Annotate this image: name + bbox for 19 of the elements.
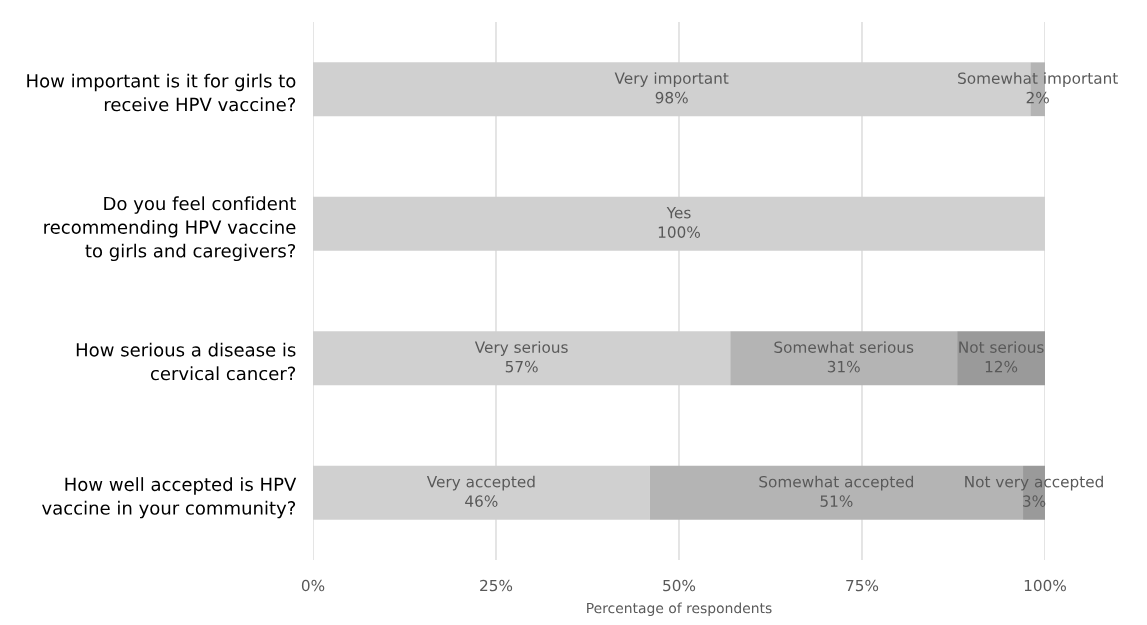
y-tick-label: How important is it for girls to receive HPV vaccine? — [27, 73, 296, 112]
data-label: Very accepted 46% — [426, 475, 535, 507]
x-axis-title: Percentage of respondents — [587, 602, 772, 617]
bar — [730, 331, 958, 386]
data-label: Not serious 12% — [959, 341, 1044, 373]
data-label: Somewhat serious 31% — [774, 341, 914, 373]
x-tick-label: 75% — [846, 579, 879, 592]
bar — [957, 331, 1045, 386]
y-tick-label: How well accepted is HPV vaccine in your community? — [42, 477, 297, 519]
data-label: Yes 100% — [658, 207, 700, 238]
data-label: Very important 98% — [614, 72, 729, 104]
x-tick-label: 100% — [1024, 579, 1066, 592]
data-label: Somewhat accepted 51% — [759, 475, 914, 507]
data-label: Very serious 57% — [474, 341, 568, 373]
x-tick-label: 50% — [663, 579, 696, 592]
y-tick-label: Do you feel confident recommending HPV vaccine to girls and caregivers? — [44, 196, 296, 262]
x-tick-label: 0% — [301, 579, 325, 592]
y-tick-label: How serious a disease is cervical cancer? — [76, 342, 296, 381]
x-tick-label: 25% — [480, 579, 513, 592]
